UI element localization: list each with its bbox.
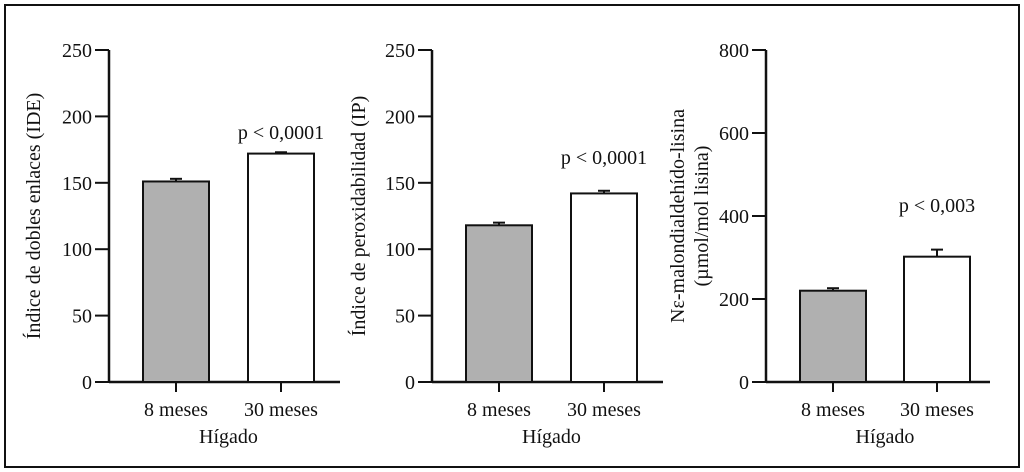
- bar-30-meses: [903, 255, 971, 384]
- y-tick-label: 200: [62, 106, 92, 128]
- y-tick-label: 600: [719, 123, 749, 145]
- figure-frame: [4, 4, 1020, 468]
- x-axis-label: Hígado: [856, 426, 915, 448]
- y-tick-label: 250: [385, 40, 415, 62]
- y-tick-label: 200: [719, 289, 749, 311]
- bar-30-meses: [247, 152, 315, 383]
- x-tick-label: 8 meses: [144, 399, 208, 421]
- y-tick-label: 150: [385, 173, 415, 195]
- p-value-annotation: p < 0,0001: [238, 122, 324, 144]
- y-tick-label: 50: [72, 306, 92, 328]
- p-value-annotation: p < 0,0001: [561, 147, 647, 169]
- x-tick-label: 30 meses: [567, 399, 641, 421]
- y-axis-label-units: (µmol/mol lisina): [691, 146, 713, 287]
- p-value-annotation: p < 0,003: [899, 195, 975, 217]
- y-axis-label: Nε-malondialdehído-lisina: [667, 109, 689, 323]
- y-tick-label: 0: [405, 372, 415, 394]
- bar-8-meses: [799, 289, 867, 384]
- bar-30-meses: [570, 192, 638, 383]
- y-tick-label: 400: [719, 206, 749, 228]
- y-tick-label: 0: [739, 372, 749, 394]
- x-tick-label: 30 meses: [900, 399, 974, 421]
- y-axis-label: Índice de peroxidabilidad (IP): [347, 96, 370, 336]
- x-tick-label: 30 meses: [244, 399, 318, 421]
- y-tick-label: 250: [62, 40, 92, 62]
- x-tick-label: 8 meses: [467, 399, 531, 421]
- y-tick-label: 50: [395, 306, 415, 328]
- y-tick-label: 800: [719, 40, 749, 62]
- bar-8-meses: [142, 180, 210, 383]
- bar-8-meses: [465, 224, 533, 383]
- y-tick-label: 150: [62, 173, 92, 195]
- x-axis-label: Hígado: [522, 426, 581, 448]
- y-axis-label: Índice de dobles enlaces (IDE): [22, 93, 45, 340]
- y-tick-label: 0: [82, 372, 92, 394]
- y-tick-label: 200: [385, 106, 415, 128]
- x-tick-label: 8 meses: [801, 399, 865, 421]
- x-axis-label: Hígado: [199, 426, 258, 448]
- y-tick-label: 100: [62, 239, 92, 261]
- y-tick-label: 100: [385, 239, 415, 261]
